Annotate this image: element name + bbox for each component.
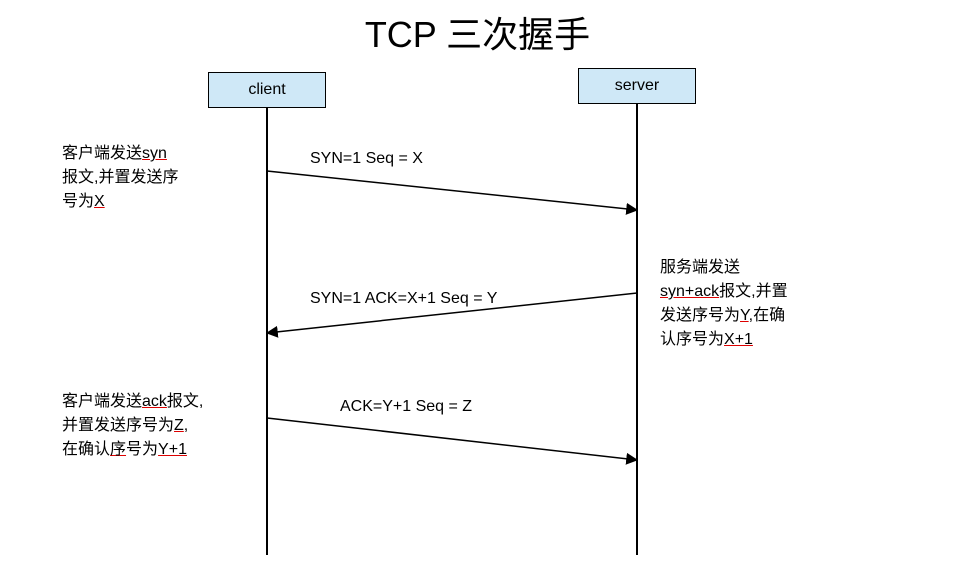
server-lifeline [636,104,638,555]
server-node-label: server [615,77,659,95]
note-2: 服务端发送syn+ack报文,并置发送序号为Y,在确认序号为X+1 [660,256,860,352]
message-label-1: SYN=1 Seq = X [310,150,423,168]
message-arrow-1 [267,171,637,210]
message-label-3: ACK=Y+1 Seq = Z [340,398,472,416]
note-3: 客户端发送ack报文,并置发送序号为Z,在确认序号为Y+1 [62,390,262,462]
note-1: 客户端发送syn报文,并置发送序号为X [62,142,242,214]
client-node-label: client [248,81,285,99]
client-node: client [208,72,326,108]
diagram-title: TCP 三次握手 [365,6,590,58]
message-label-2: SYN=1 ACK=X+1 Seq = Y [310,290,497,308]
client-lifeline [266,108,268,555]
server-node: server [578,68,696,104]
message-arrow-3 [267,418,637,460]
